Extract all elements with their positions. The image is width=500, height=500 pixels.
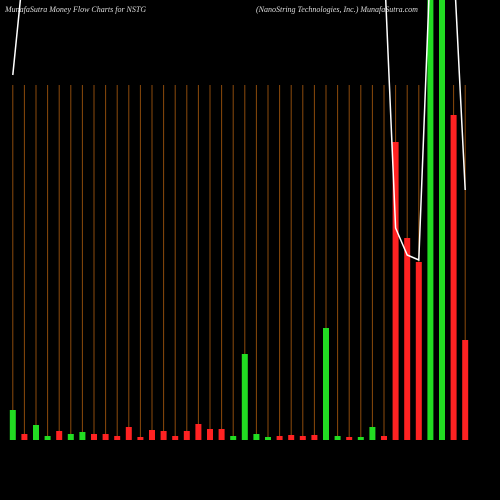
bar (439, 0, 445, 440)
bar (241, 354, 248, 440)
bar (125, 427, 132, 440)
bar (462, 340, 469, 440)
bar (160, 431, 167, 440)
bar (172, 436, 179, 440)
bar (91, 434, 97, 440)
chart-title: MunafaSutra Money Flow Charts for NSTG (4, 5, 146, 14)
bar (381, 436, 387, 440)
bar (44, 436, 51, 440)
bar (346, 437, 353, 440)
bar (323, 328, 329, 440)
bar (392, 142, 399, 440)
bar (137, 437, 144, 440)
bar (114, 436, 121, 440)
bar (33, 425, 39, 440)
bar (149, 430, 155, 440)
bar (218, 429, 225, 440)
bar (183, 431, 190, 440)
bar (450, 115, 457, 440)
bar (276, 436, 283, 440)
bar (79, 432, 86, 440)
bar (21, 434, 28, 440)
bar (357, 437, 364, 440)
bar (102, 434, 109, 440)
bar (415, 262, 422, 440)
bar (9, 410, 16, 440)
bar (369, 427, 376, 440)
money-flow-line (384, 0, 466, 262)
bar (299, 436, 306, 440)
bar (404, 238, 411, 440)
bar (207, 429, 213, 440)
bar (230, 436, 237, 440)
bar (311, 435, 318, 440)
bar (288, 435, 295, 440)
bar (56, 431, 63, 440)
money-flow-line (12, 0, 22, 76)
bar (67, 434, 74, 440)
bar (265, 437, 271, 440)
bar (195, 424, 202, 440)
bar (427, 0, 434, 440)
bar (334, 436, 341, 440)
chart-subtitle: (NanoString Technologies, Inc.) MunafaSu… (256, 5, 418, 14)
bar (253, 434, 260, 440)
